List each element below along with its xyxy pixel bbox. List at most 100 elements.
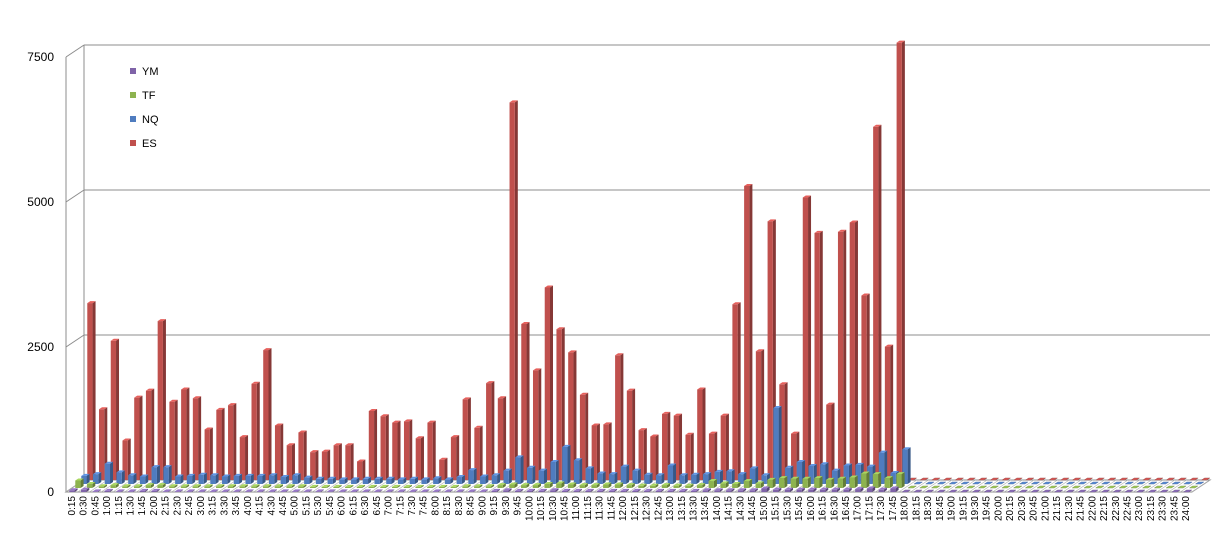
bar-side xyxy=(461,489,465,492)
bar-side xyxy=(186,484,190,488)
bar-side xyxy=(901,40,905,481)
bar-side xyxy=(115,483,119,488)
bar-front xyxy=(198,491,204,492)
bar-tf xyxy=(884,476,893,488)
bar-top xyxy=(942,485,953,489)
floor-gridline xyxy=(452,479,472,493)
x-tick-label: 2:15 xyxy=(161,496,172,516)
bar-tf xyxy=(520,483,530,488)
bar-front xyxy=(673,485,679,488)
bar-side xyxy=(620,353,624,480)
bar-front xyxy=(538,470,544,484)
bar-front xyxy=(743,481,750,488)
bar-front xyxy=(128,475,134,484)
bar-es xyxy=(708,431,718,480)
floor-gridline xyxy=(359,479,378,493)
floor-gridline xyxy=(171,479,190,493)
bar-top xyxy=(216,407,225,410)
bar-front xyxy=(679,475,685,484)
bar-front xyxy=(251,486,257,488)
bar-tf xyxy=(204,484,213,488)
x-tick-label: 13:00 xyxy=(665,496,676,521)
bar-side xyxy=(133,473,137,484)
bar-front xyxy=(837,478,843,488)
bar-nq xyxy=(397,477,407,484)
bar-top xyxy=(122,484,131,487)
bar-top xyxy=(632,488,641,491)
bar-top xyxy=(145,388,155,391)
bar-side xyxy=(684,473,688,484)
bar-tf xyxy=(133,484,143,488)
bar-nq xyxy=(726,469,735,484)
bar-top xyxy=(1189,477,1199,481)
bar-side xyxy=(866,293,870,480)
bar-es xyxy=(896,40,905,481)
bar-front xyxy=(884,346,891,480)
bar-top xyxy=(978,477,988,481)
bar-ym xyxy=(397,489,406,492)
bar-side xyxy=(667,483,671,488)
bar-top xyxy=(350,489,360,492)
bar-top xyxy=(439,457,448,460)
x-tick-label: 9:30 xyxy=(501,496,512,516)
x-tick-label: 12:30 xyxy=(642,496,653,521)
bar-top xyxy=(755,481,764,484)
x-tick-label: 13:30 xyxy=(689,496,700,521)
bar-es xyxy=(415,436,424,480)
bar-tf xyxy=(438,484,448,488)
bar-tf xyxy=(157,483,166,488)
bar-side xyxy=(561,327,565,480)
bar-tf xyxy=(169,484,178,488)
bar-top xyxy=(497,483,506,486)
bar-tf xyxy=(1036,485,1047,489)
bar-top xyxy=(180,484,190,487)
bar-top xyxy=(544,285,553,288)
x-tick-label: 18:00 xyxy=(900,496,911,521)
bar-top xyxy=(374,489,383,492)
bar-nq xyxy=(1018,481,1029,485)
bar-front xyxy=(567,484,574,488)
bar-es xyxy=(157,319,166,480)
bar-side xyxy=(274,473,278,484)
bar-nq xyxy=(198,472,207,484)
bar-top xyxy=(1054,481,1064,485)
bar-nq xyxy=(433,476,442,484)
x-tick-label: 3:30 xyxy=(219,496,230,516)
bar-side xyxy=(549,285,553,480)
bar-front xyxy=(339,491,345,492)
bar-top xyxy=(110,483,119,486)
bar-top xyxy=(69,488,78,491)
bar-top xyxy=(380,414,389,417)
bar-side xyxy=(579,458,583,484)
bar-top xyxy=(251,381,260,384)
bar-top xyxy=(1153,477,1164,481)
bar-front xyxy=(497,398,504,480)
bar-front xyxy=(902,449,908,484)
bar-front xyxy=(198,474,204,484)
bar-top xyxy=(397,477,407,480)
bar-side xyxy=(590,466,594,484)
bar-nq xyxy=(562,444,571,484)
bar-ym xyxy=(561,488,571,492)
floor-gridline xyxy=(370,479,390,493)
bar-side xyxy=(696,472,700,484)
bar-side xyxy=(491,381,495,480)
floor-gridline xyxy=(1109,479,1129,493)
bar-front xyxy=(87,303,93,480)
bar-top xyxy=(450,435,460,438)
bar-top xyxy=(697,387,706,390)
bar-front xyxy=(843,489,849,492)
bar-front xyxy=(761,475,767,484)
bar-ym xyxy=(292,489,301,492)
bar-top xyxy=(673,413,683,416)
bar-tf xyxy=(239,484,248,488)
x-tick-label: 18:15 xyxy=(911,496,922,521)
bar-side xyxy=(702,483,706,488)
bar-front xyxy=(92,491,99,492)
bar-side xyxy=(655,434,659,480)
bar-top xyxy=(913,489,923,493)
bar-top xyxy=(327,489,336,492)
bar-side xyxy=(813,487,817,492)
bar-front xyxy=(427,486,433,488)
